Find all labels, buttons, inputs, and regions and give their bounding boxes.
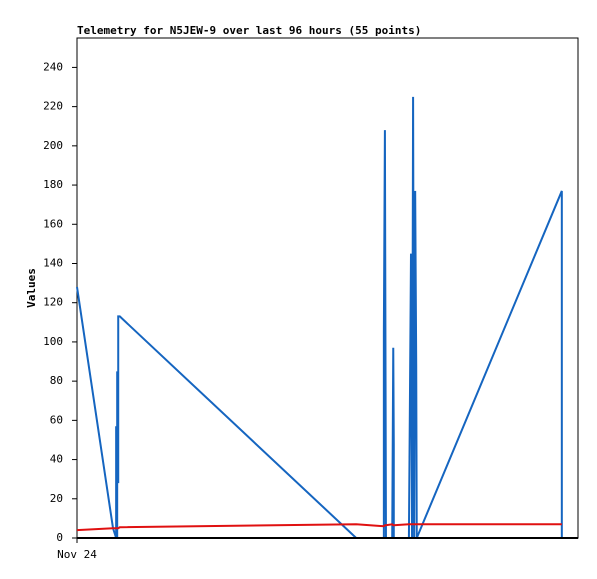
y-tick-label: 180 bbox=[43, 178, 63, 191]
y-tick-label: 200 bbox=[43, 139, 63, 152]
y-tick-label: 60 bbox=[50, 413, 63, 426]
plot-frame bbox=[76, 37, 579, 539]
data-line bbox=[76, 523, 562, 532]
y-tick-label: 80 bbox=[50, 374, 63, 387]
chart-title: Telemetry for N5JEW-9 over last 96 hours… bbox=[77, 24, 421, 37]
data-line bbox=[76, 96, 563, 539]
y-tick-label: 160 bbox=[43, 217, 63, 230]
x-tick-label: Nov 24 bbox=[57, 548, 97, 561]
y-tick-label: 140 bbox=[43, 256, 63, 269]
y-axis-label: Values bbox=[25, 268, 38, 308]
y-tick-label: 0 bbox=[56, 531, 63, 544]
y-tick-label: 120 bbox=[43, 296, 63, 309]
y-tick-label: 40 bbox=[50, 453, 63, 466]
y-tick-label: 100 bbox=[43, 335, 63, 348]
y-tick-label: 220 bbox=[43, 100, 63, 113]
y-tick-label: 240 bbox=[43, 60, 63, 73]
y-tick-label: 20 bbox=[50, 492, 63, 505]
